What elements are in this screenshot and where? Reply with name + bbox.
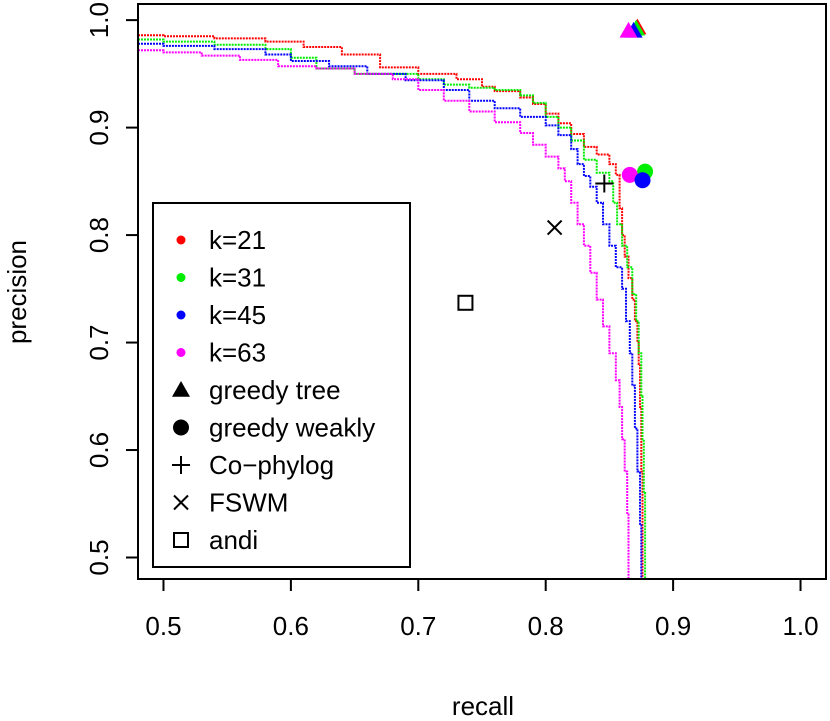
marker-greedy-weakly <box>621 166 638 183</box>
legend-symbol-5 <box>172 381 190 397</box>
series-k21-line <box>138 34 644 579</box>
legend-label: k=31 <box>209 263 266 293</box>
legend-label: k=63 <box>209 338 266 368</box>
marker-layer <box>457 18 654 311</box>
legend-label: andi <box>209 525 258 555</box>
plot-frame <box>137 3 827 580</box>
y-tick-label: 0.6 <box>84 432 114 468</box>
legend-symbol-9 <box>173 532 189 548</box>
x-tick-label: 0.8 <box>528 611 564 641</box>
x-tick-label: 0.6 <box>273 611 309 641</box>
legend-symbol-8 <box>173 494 189 511</box>
x-tick-label: 0.9 <box>655 611 691 641</box>
marker-greedy-weakly <box>634 172 651 189</box>
x-axis: 0.5 0.6 0.7 0.8 0.9 1.0 <box>145 579 819 641</box>
legend-label: Co−phylog <box>209 450 334 480</box>
y-axis-label: precision <box>2 240 32 344</box>
y-axis: 0.5 0.6 0.7 0.8 0.9 1.0 <box>84 2 138 576</box>
legend-symbol-6 <box>173 419 189 436</box>
legend-symbol-2 <box>176 273 186 282</box>
legend-label: k=45 <box>209 300 266 330</box>
legend-symbol-4 <box>176 348 186 357</box>
x-axis-label: recall <box>452 691 514 721</box>
marker-co-phylog <box>595 174 614 193</box>
marker-andi <box>457 294 474 311</box>
legend-label: greedy weakly <box>209 413 375 443</box>
legend-label: greedy tree <box>209 375 341 405</box>
legend-box <box>152 202 411 568</box>
series-k63-line <box>138 49 630 579</box>
y-tick-label: 1.0 <box>84 2 114 38</box>
x-tick-label: 0.7 <box>400 611 436 641</box>
series-k45-line <box>138 42 643 579</box>
marker-fswm <box>546 219 563 236</box>
y-tick-label: 0.7 <box>84 324 114 360</box>
legend-label: FSWM <box>209 488 288 518</box>
legend-symbol-3 <box>176 310 186 320</box>
marker-greedy-tree <box>619 21 638 38</box>
legend: k=21 k=31 k=45 k=63 greedy tree greedy weakly… <box>152 202 411 568</box>
legend-label: k=21 <box>209 225 266 255</box>
y-tick-label: 0.5 <box>84 539 114 575</box>
x-tick-label: 0.5 <box>145 611 181 641</box>
series-layer <box>138 34 647 579</box>
y-tick-label: 0.8 <box>84 217 114 253</box>
x-tick-label: 1.0 <box>782 611 818 641</box>
y-tick-label: 0.9 <box>84 110 114 146</box>
legend-symbol-7 <box>172 456 190 474</box>
legend-symbol-1 <box>176 235 186 245</box>
series-k31-line <box>138 38 647 579</box>
